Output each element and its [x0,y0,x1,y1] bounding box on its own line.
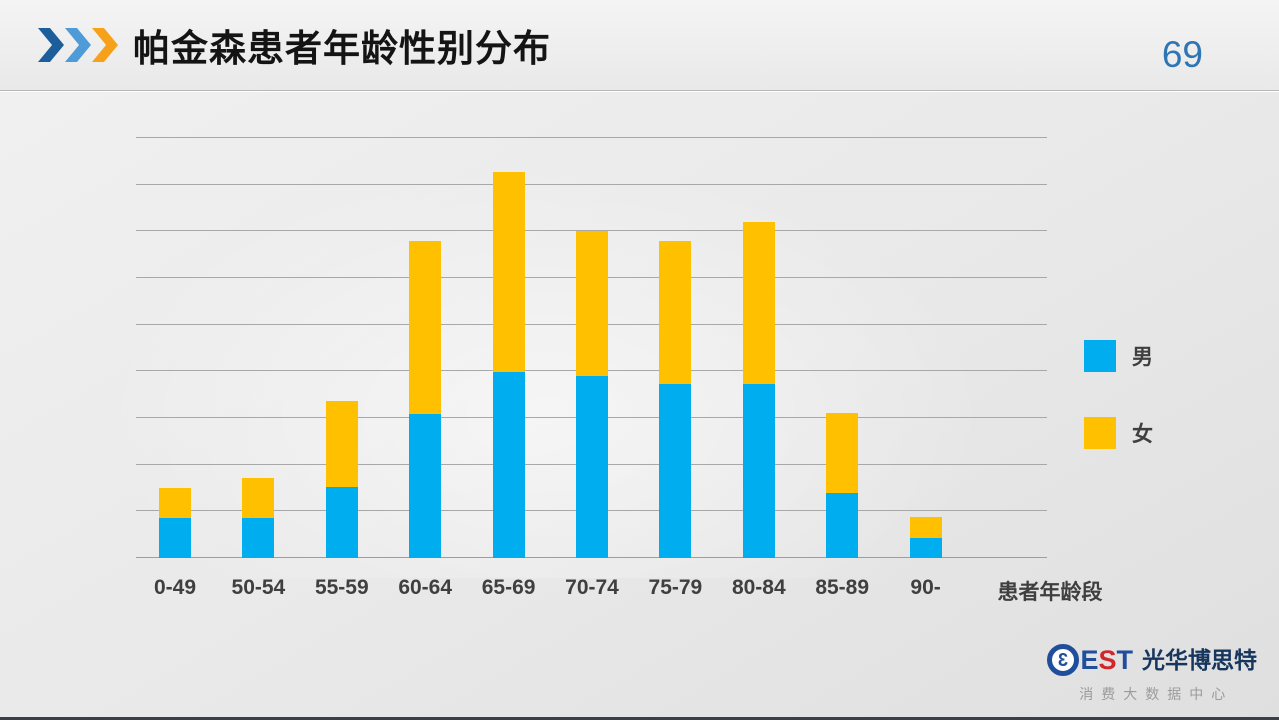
logo-letter: T [1116,644,1134,675]
bar-segment-女-50-54 [242,478,275,518]
best-logo-icon: 3 [1047,644,1080,676]
bar-segment-女-55-59 [325,401,358,488]
x-tick-label: 70-74 [565,576,619,599]
legend-swatch [1084,340,1116,372]
logo-mark-glyph: 3 [1058,650,1069,670]
x-tick-label: 75-79 [648,576,703,599]
bar-segment-男-90- [909,537,942,558]
logo-letter: S [1098,644,1117,675]
footer-logo: 3 EST 光华博思特 消费大数据中心 [1047,644,1257,704]
bar-segment-男-60-64 [409,413,442,558]
bar-segment-女-80-84 [742,222,775,384]
bar-segment-男-70-74 [576,376,608,558]
bar-segment-男-50-54 [242,517,275,558]
bar-segment-女-75-79 [659,241,692,384]
x-tick-label: 65-69 [481,576,536,599]
chevron-icon [65,28,91,62]
legend: 男女 [1084,340,1153,449]
logo-best-text: EST [1080,644,1134,675]
logo-letter: E [1080,644,1099,675]
bar-segment-女-0-49 [159,488,191,518]
gridline [136,137,1047,138]
legend-swatch [1084,417,1116,449]
bar-segment-女-60-64 [409,241,442,414]
x-axis-labels: 患者年龄段 0-49 50-54 55-59 60-64 65-69 70-74 75-79… [136,576,1279,604]
logo-company-name: 光华博思特 [1142,646,1257,673]
bar-segment-男-65-69 [492,371,525,558]
page-number: 69 [1161,34,1203,75]
x-tick-label: 80-84 [731,576,786,599]
x-tick-label: 90- [910,576,941,599]
bar-segment-男-75-79 [659,383,692,558]
bar-segment-女-65-69 [492,172,525,372]
slide-header: 帕金森患者年龄性别分布 69 [0,0,1279,91]
bar-segment-女-70-74 [576,230,608,376]
bar-segment-男-55-59 [325,487,358,558]
plot-area [116,118,1067,578]
x-tick-label: 0-49 [153,576,197,599]
logo-subtitle: 消费大数据中心 [1079,686,1234,702]
logo-row: 3 EST 光华博思特 [1047,644,1257,676]
x-axis-title: 患者年龄段 [997,581,1103,604]
legend-label: 女 [1132,423,1153,446]
slide-title: 帕金森患者年龄性别分布 [133,28,551,69]
legend-item: 男 [1084,340,1153,372]
chevron-icon [38,28,64,62]
legend-label: 男 [1132,346,1153,369]
legend-item: 女 [1084,417,1153,449]
chevron-icon [92,28,118,62]
gridline [136,183,1047,185]
bar-segment-男-85-89 [826,493,859,558]
bar-segment-男-0-49 [159,517,191,558]
title-chevrons [38,28,119,62]
gridline [136,230,1047,232]
x-tick-label: 55-59 [314,576,369,599]
x-tick-label: 60-64 [398,576,453,599]
bar-segment-女-90- [909,516,942,538]
x-tick-label: 85-89 [815,576,870,599]
bar-segment-女-85-89 [826,412,859,494]
x-tick-label: 50-54 [231,576,286,599]
bar-segment-男-80-84 [742,383,775,558]
